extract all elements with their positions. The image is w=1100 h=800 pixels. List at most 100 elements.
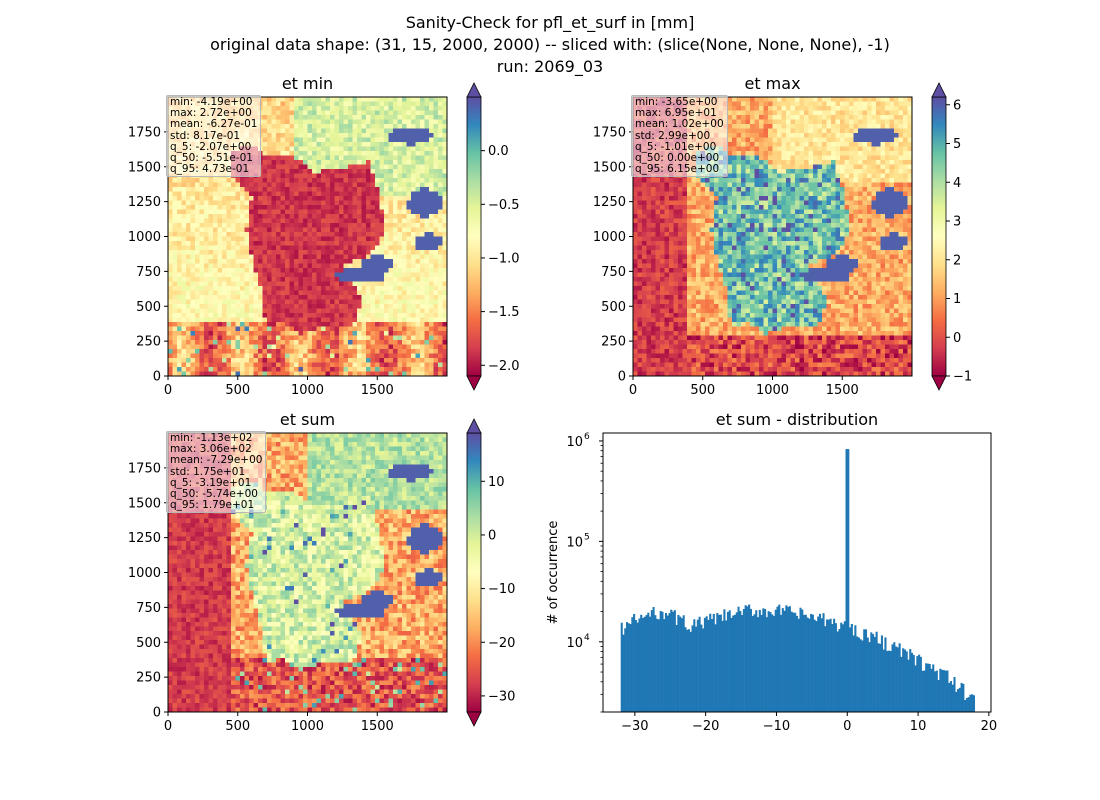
stats-line: min: -4.19e+00 (170, 96, 253, 108)
histogram-bar (695, 626, 698, 712)
histogram-bar (875, 631, 878, 712)
histogram-bar (958, 687, 961, 712)
histogram-bar (845, 449, 848, 712)
stats-line: q_95: 6.15e+00 (635, 163, 720, 176)
x-tick-label: −10 (763, 719, 790, 734)
x-tick-label: 1500 (826, 383, 859, 398)
histogram-bar (622, 634, 625, 712)
histogram-bar (972, 695, 976, 712)
histogram-bar (795, 615, 799, 712)
x-tick-label: 20 (981, 719, 998, 734)
histogram-bar (785, 605, 788, 712)
histogram-bar (886, 650, 889, 712)
histogram-bar (857, 637, 860, 712)
histogram-bar (689, 631, 692, 712)
histogram-bar (703, 617, 706, 712)
histogram-bar (910, 652, 914, 712)
histogram-bar (739, 611, 742, 712)
histogram-bar (640, 614, 643, 712)
histogram-bar (652, 607, 655, 712)
colorbar-tick-label: 1 (953, 292, 961, 307)
histogram-bar (969, 694, 972, 712)
histogram-bar (815, 621, 818, 712)
histogram-bar (737, 606, 740, 712)
histogram-bar (631, 617, 634, 712)
y-tick-label: 1250 (128, 195, 161, 210)
histogram-bar (679, 616, 682, 712)
histogram-bar (707, 619, 710, 712)
histogram-bar (817, 616, 820, 712)
histogram-bar (629, 624, 632, 712)
y-tick-label: 750 (136, 265, 161, 280)
stats-line: max: 3.06e+02 (170, 443, 252, 456)
stats-line: std: 1.75e+01 (170, 465, 246, 478)
y-tick-label: 1250 (593, 195, 626, 210)
histogram-bar (638, 618, 641, 712)
stats-line: mean: -7.29e+00 (170, 454, 263, 467)
stats-line: q_50: -5.51e-01 (170, 152, 253, 165)
y-tick-label: 750 (136, 601, 161, 616)
x-tick-label: 1500 (361, 383, 394, 398)
histogram-bar (806, 617, 809, 712)
y-axis-label: # of occurrence (546, 521, 561, 625)
histogram-bar (957, 689, 960, 712)
colorbar-tick-label: −10 (488, 582, 515, 597)
colorbar-tick-label: 10 (488, 475, 505, 490)
stats-line: q_95: 1.79e+01 (170, 499, 255, 512)
colorbar-tick-label: −0.5 (488, 198, 520, 213)
colorbar-extend-max (466, 82, 482, 98)
histogram-bar (684, 627, 687, 712)
stats-line: std: 2.99e+00 (635, 129, 711, 142)
histogram-bar (758, 609, 761, 712)
colorbar-tick-label: 0 (488, 528, 496, 543)
colorbar-extend-min (466, 375, 482, 391)
histogram-bar (730, 617, 733, 712)
histogram-bar (960, 682, 963, 712)
colorbar-tick-label: −20 (488, 636, 515, 651)
histogram-bar (870, 632, 873, 712)
colorbar-tick-label: 0 (953, 331, 961, 346)
histogram-bar (751, 615, 754, 712)
colorbar-tick-label: 0.0 (488, 144, 509, 159)
y-tick-exponent: 4 (584, 633, 590, 643)
histogram-bar (686, 629, 689, 712)
y-tick-label: 1250 (128, 531, 161, 546)
histogram-bar (771, 614, 774, 712)
stats-line: max: 2.72e+00 (170, 107, 252, 120)
histogram-bar (827, 619, 830, 712)
y-tick-exponent: 6 (584, 432, 590, 442)
histogram-bar (783, 610, 786, 712)
histogram-bar (909, 649, 912, 712)
histogram-bar (778, 604, 781, 712)
histogram-bar (941, 669, 944, 712)
histogram-bar (673, 610, 676, 712)
stats-line: q_95: 4.73e-01 (170, 163, 250, 176)
histogram-bar (833, 618, 836, 712)
stats-line: mean: -6.27e-01 (170, 118, 258, 131)
histogram-bar (822, 613, 825, 712)
histogram-bar (797, 618, 800, 712)
y-tick-label: 0 (618, 370, 626, 385)
x-tick-label: 1000 (756, 383, 789, 398)
colorbar (466, 432, 482, 713)
histogram-bar (928, 663, 931, 712)
histogram-bar (672, 611, 675, 712)
histogram-bar (649, 616, 652, 712)
histogram-bar (877, 643, 880, 712)
x-tick-label: 0 (843, 719, 851, 734)
stats-line: q_50: 0.00e+00 (635, 152, 720, 165)
heatmap-image (168, 433, 447, 712)
histogram-bar (659, 610, 662, 712)
x-tick-label: 1500 (361, 719, 394, 734)
histogram-bar (664, 613, 668, 712)
y-tick-label: 1750 (593, 125, 626, 140)
y-tick-label: 1750 (128, 125, 161, 140)
x-tick-label: 10 (910, 719, 927, 734)
histogram-bar (733, 614, 737, 712)
histogram-bar (687, 629, 691, 712)
histogram-bar (661, 611, 664, 712)
colorbar-tick-label: 5 (953, 137, 961, 152)
stats-line: max: 6.95e+01 (635, 107, 717, 120)
histogram-bar (726, 611, 729, 712)
histogram-bar (792, 612, 795, 712)
